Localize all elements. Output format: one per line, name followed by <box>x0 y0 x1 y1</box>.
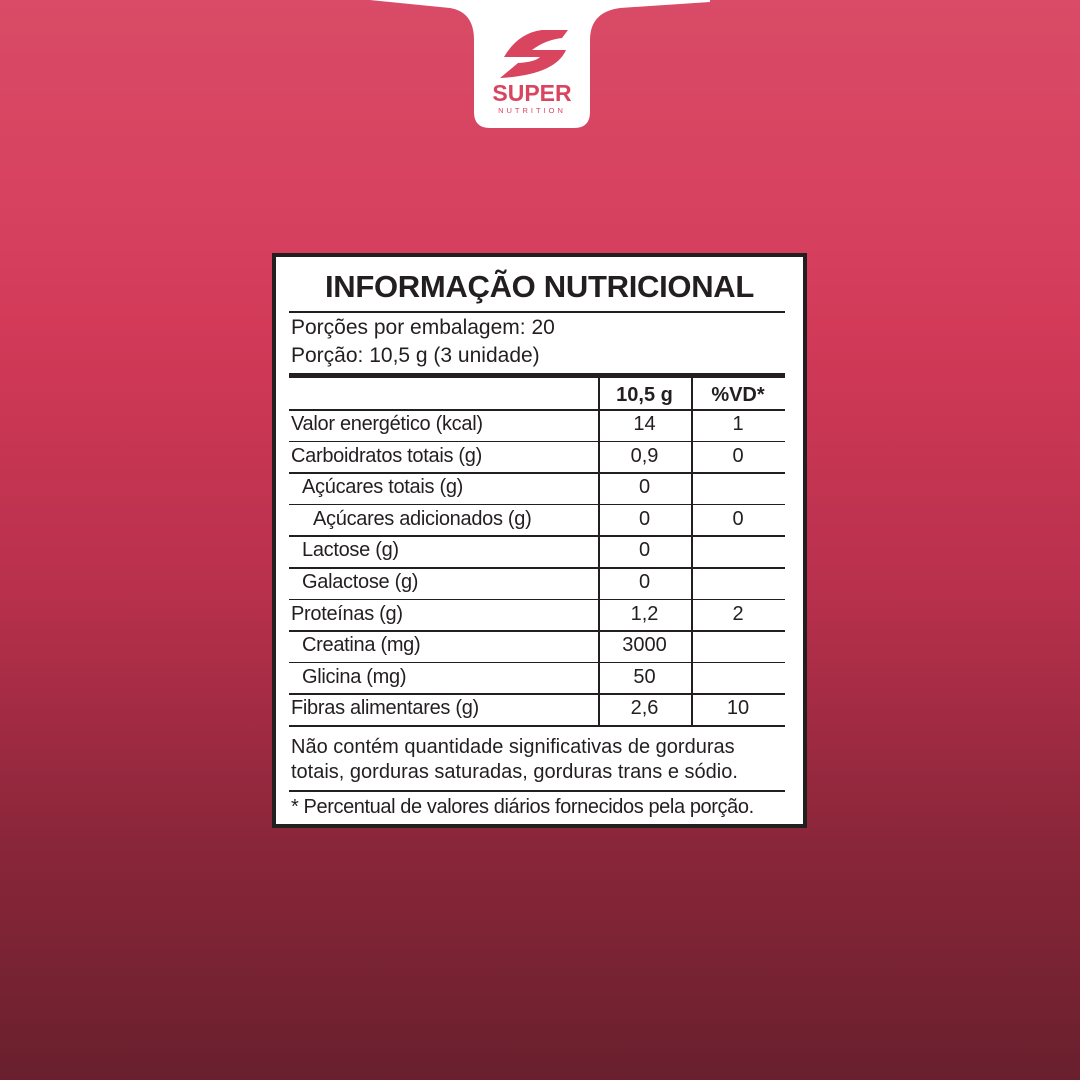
nutrient-amount: 2,6 <box>630 697 659 720</box>
row-divider <box>289 472 785 474</box>
nutrient-amount: 0 <box>638 571 651 593</box>
thick-divider <box>289 373 785 378</box>
row-divider <box>289 630 785 632</box>
nutrient-amount: 0 <box>638 507 651 530</box>
brand-tagline: NUTRITION <box>498 106 566 115</box>
nutrient-amount: 14 <box>633 413 656 435</box>
nutrient-name: Açúcares totais (g) <box>302 476 464 499</box>
nutrient-name: Proteínas (g) <box>291 602 403 625</box>
nutrient-name: Galactose (g) <box>302 571 419 593</box>
nutrient-dv: 1 <box>732 413 744 435</box>
note-line-2: totais, gorduras saturadas, gorduras tra… <box>291 761 738 783</box>
servings-per-package: Porções por embalagem: 20 <box>291 316 555 339</box>
nutrient-name: Carboidratos totais (g) <box>291 444 482 467</box>
column-divider <box>691 378 693 725</box>
nutrient-name: Valor energético (kcal) <box>291 413 483 435</box>
row-divider <box>289 693 785 695</box>
nutrient-name: Creatina (mg) <box>302 634 421 657</box>
nutrient-amount: 1,2 <box>630 602 659 625</box>
nutrient-dv: 10 <box>726 697 750 720</box>
nutrient-amount: 0 <box>638 539 651 562</box>
bolt-s-icon <box>500 30 568 78</box>
brand-name: SUPER <box>492 80 572 106</box>
row-divider <box>289 567 785 569</box>
note-line-1: Não contém quantidade significativas de … <box>291 736 735 758</box>
nutrient-amount: 50 <box>633 665 656 688</box>
nutrient-dv: 2 <box>732 602 744 625</box>
nutrient-name: Açúcares adicionados (g) <box>313 507 532 530</box>
nutrient-name: Glicina (mg) <box>302 665 407 688</box>
nutrient-name: Fibras alimentares (g) <box>291 697 479 720</box>
nutrient-dv: 0 <box>732 507 744 530</box>
row-divider <box>289 440 785 443</box>
divider <box>289 790 785 792</box>
column-divider <box>598 378 600 725</box>
column-header-amount: 10,5 g <box>616 384 673 406</box>
row-divider <box>289 503 785 506</box>
serving-size: Porção: 10,5 g (3 unidade) <box>291 344 540 367</box>
nutrient-dv: 0 <box>732 444 744 467</box>
label-title: INFORMAÇÃO NUTRICIONAL <box>324 269 755 304</box>
footnote: * Percentual de valores diários fornecid… <box>291 796 754 818</box>
brand-logo: SUPER NUTRITION <box>370 0 710 128</box>
nutrient-amount: 0,9 <box>630 444 659 467</box>
column-header-dv: %VD* <box>711 384 765 406</box>
row-divider <box>289 725 785 727</box>
divider <box>289 311 785 313</box>
row-divider <box>289 535 785 537</box>
nutrient-amount: 0 <box>638 476 651 499</box>
row-divider <box>289 598 785 601</box>
nutrient-name: Lactose (g) <box>302 539 399 562</box>
row-divider <box>289 409 785 411</box>
nutrient-amount: 3000 <box>622 634 667 657</box>
row-divider <box>289 661 785 664</box>
nutrition-facts-panel: INFORMAÇÃO NUTRICIONAL Porções por embal… <box>272 253 807 828</box>
